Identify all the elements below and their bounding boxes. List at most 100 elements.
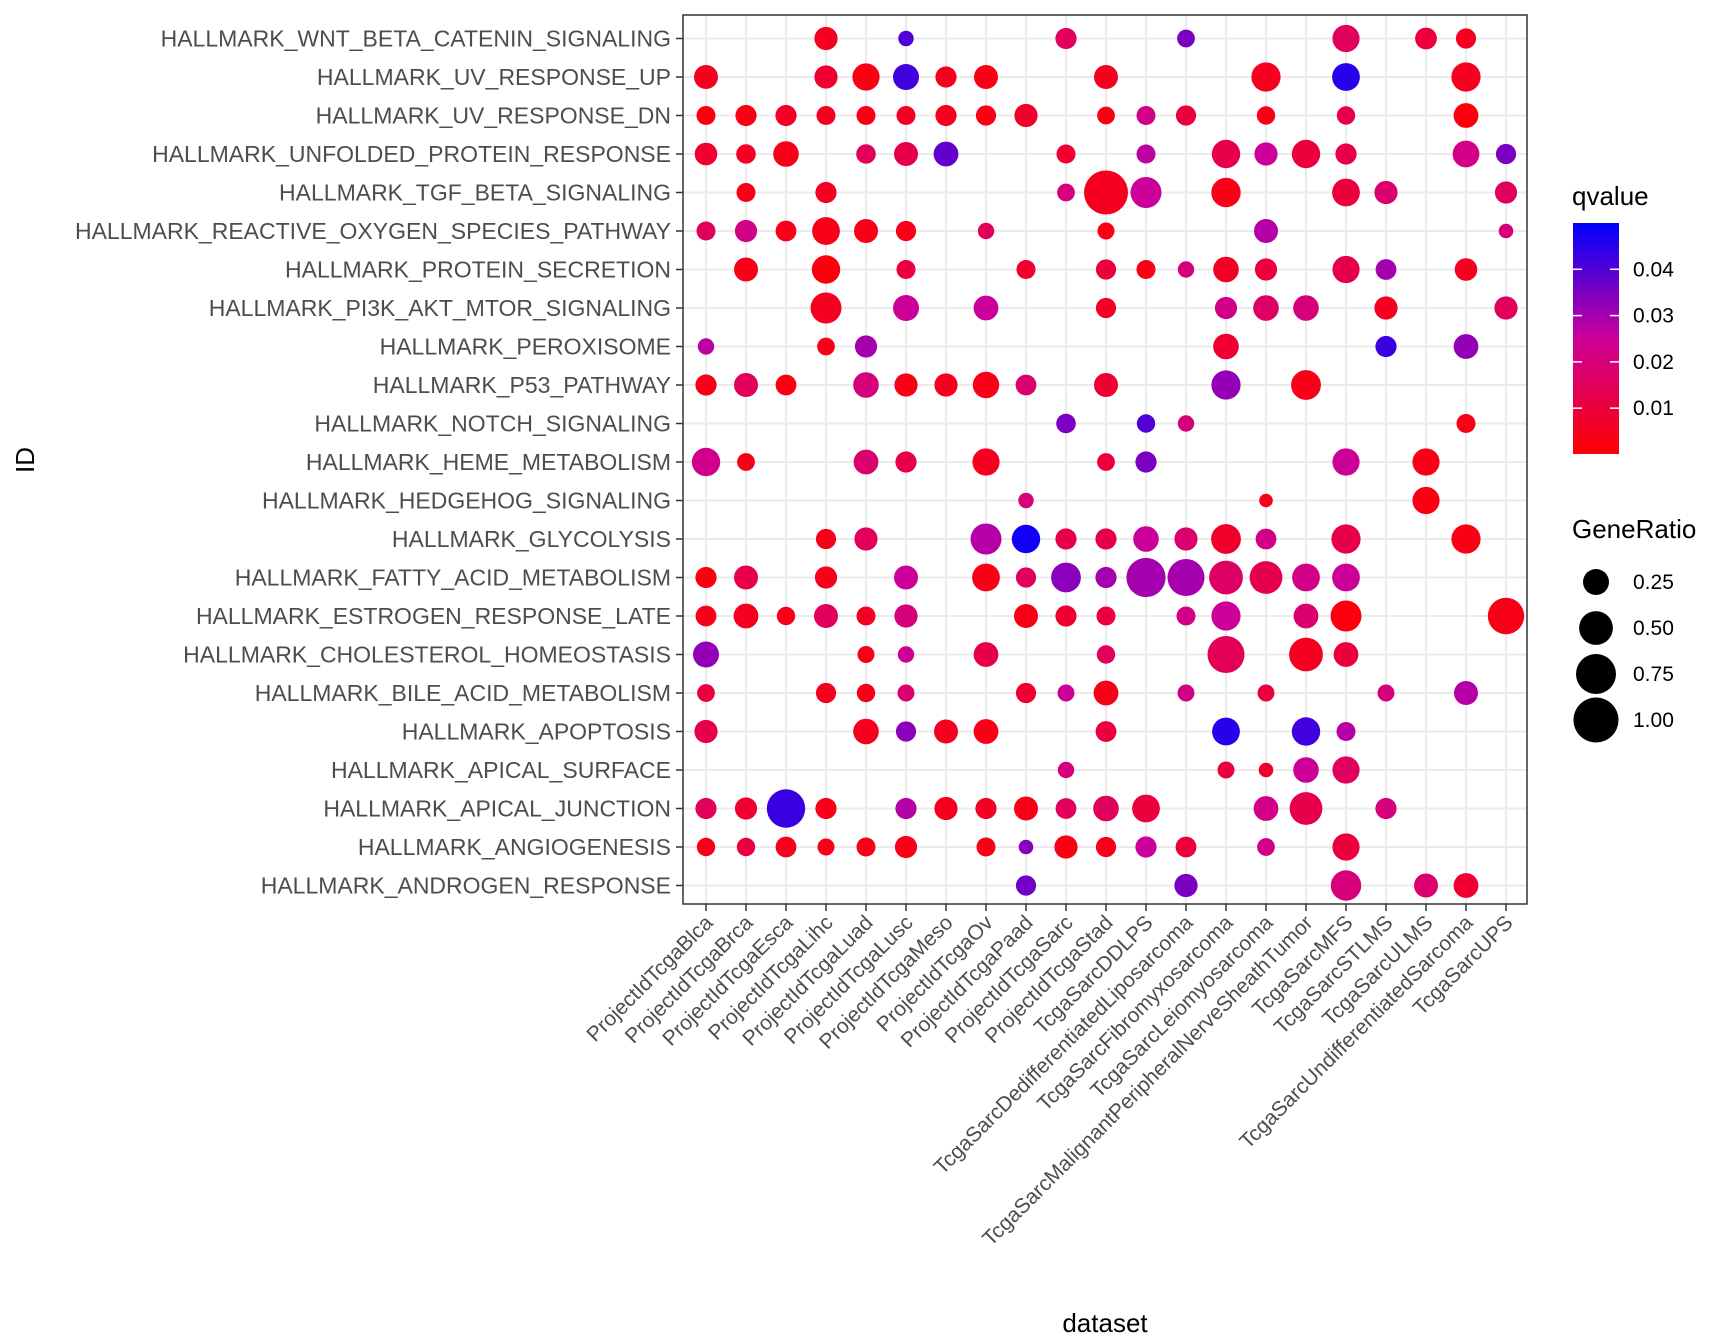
data-point — [734, 797, 758, 820]
data-point — [1095, 566, 1117, 589]
data-point — [1330, 870, 1362, 901]
data-point — [1289, 792, 1323, 825]
data-point — [1336, 106, 1356, 125]
data-point — [1174, 873, 1198, 898]
data-point — [1332, 833, 1360, 861]
data-point — [775, 220, 797, 242]
data-point — [1136, 414, 1156, 433]
data-point — [815, 181, 837, 204]
data-point — [695, 566, 717, 589]
data-point — [697, 338, 715, 355]
data-point — [1095, 528, 1117, 550]
y-tick-label: HALLMARK_CHOLESTEROL_HOMEOSTASIS — [183, 642, 671, 668]
size-legend-label: 0.25 — [1633, 571, 1674, 594]
data-point — [1014, 604, 1038, 628]
data-point — [1177, 415, 1195, 432]
y-axis: HALLMARK_WNT_BETA_CATENIN_SIGNALING HALLM… — [75, 26, 683, 899]
data-point — [1211, 139, 1241, 169]
data-point — [776, 606, 796, 626]
data-point — [814, 65, 838, 89]
y-tick-label: HALLMARK_ANGIOGENESIS — [358, 834, 671, 860]
data-point — [1211, 177, 1241, 208]
data-point — [856, 106, 876, 125]
data-point — [1214, 296, 1238, 320]
y-tick-label: HALLMARK_FATTY_ACID_METABOLISM — [235, 565, 671, 591]
data-point — [1096, 645, 1116, 664]
data-point — [1015, 374, 1037, 396]
y-tick-label: HALLMARK_P53_PATHWAY — [373, 372, 671, 398]
data-point — [735, 104, 757, 127]
data-point — [695, 797, 717, 820]
data-point — [894, 373, 918, 397]
data-point — [856, 144, 876, 164]
data-point — [896, 260, 916, 279]
data-point — [694, 65, 718, 89]
data-point — [1011, 524, 1041, 554]
y-tick-label: HALLMARK_APICAL_SURFACE — [331, 757, 671, 783]
data-point — [815, 682, 837, 704]
data-point — [1097, 222, 1115, 240]
data-point — [1259, 493, 1273, 508]
data-point — [1254, 142, 1278, 166]
data-point — [934, 719, 958, 744]
data-point — [1454, 681, 1478, 705]
data-point — [1097, 106, 1115, 125]
data-point — [1055, 605, 1077, 627]
data-point — [895, 220, 917, 242]
data-point — [1332, 24, 1360, 53]
data-point — [934, 796, 958, 821]
size-legend-dot — [1583, 569, 1609, 595]
data-point — [1253, 796, 1279, 821]
data-point — [695, 605, 717, 627]
data-point — [736, 144, 756, 164]
data-point — [1451, 524, 1481, 554]
data-point — [1014, 103, 1038, 128]
data-point — [898, 30, 914, 47]
plot-panel-border — [682, 14, 1528, 905]
data-point — [934, 373, 958, 397]
y-tick-label: HALLMARK_NOTCH_SIGNALING — [314, 411, 671, 437]
size-legend-dot — [1576, 654, 1616, 694]
data-point — [1211, 601, 1241, 631]
data-point — [1175, 105, 1197, 126]
data-point — [1249, 561, 1283, 594]
data-point — [1014, 796, 1038, 821]
data-point — [975, 797, 997, 820]
data-point — [775, 374, 797, 396]
data-point — [1289, 637, 1323, 672]
data-point — [1495, 143, 1517, 165]
color-legend-label: 0.02 — [1633, 351, 1674, 374]
data-point — [811, 255, 841, 284]
data-point — [1213, 333, 1239, 360]
data-point — [856, 837, 876, 857]
y-tick-label: HALLMARK_PI3K_AKT_MTOR_SIGNALING — [209, 295, 671, 321]
data-point — [853, 718, 879, 745]
data-point — [1333, 642, 1359, 667]
data-point — [856, 606, 876, 626]
data-point — [817, 337, 835, 356]
data-point — [1293, 295, 1319, 321]
y-tick-label: HALLMARK_PROTEIN_SECRETION — [285, 257, 671, 283]
data-point — [1291, 139, 1321, 169]
data-point — [854, 335, 878, 358]
y-tick-label: HALLMARK_ANDROGEN_RESPONSE — [261, 873, 671, 899]
data-point — [1332, 178, 1360, 207]
color-legend-ticks: 0.04 0.03 0.02 0.01 — [1573, 258, 1674, 420]
data-point — [1136, 106, 1156, 125]
data-point — [1094, 65, 1118, 89]
data-point — [1057, 761, 1075, 779]
data-point — [1330, 600, 1362, 632]
data-point — [1056, 144, 1076, 164]
data-point — [814, 604, 838, 628]
data-point — [766, 789, 806, 828]
data-point — [935, 104, 957, 127]
data-point — [972, 371, 1000, 399]
data-point — [893, 64, 919, 90]
x-axis-title: dataset — [1062, 1308, 1148, 1338]
points-layer — [691, 24, 1525, 901]
data-point — [817, 838, 835, 856]
data-point — [1332, 756, 1360, 784]
data-point — [972, 448, 1000, 476]
data-point — [814, 566, 838, 589]
data-point — [852, 63, 880, 91]
